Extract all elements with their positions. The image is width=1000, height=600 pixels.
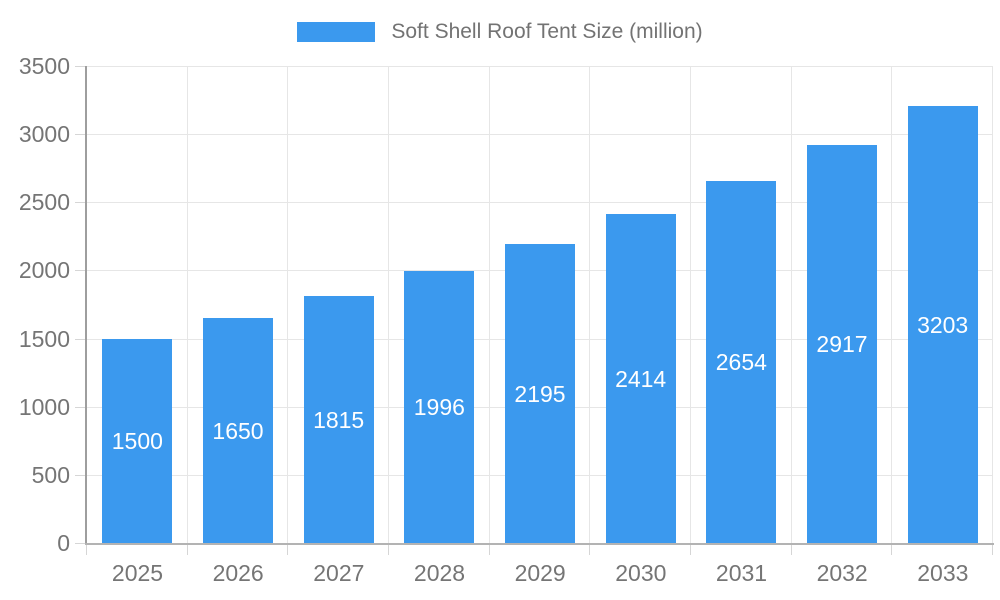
- y-tick-label: 0: [57, 530, 70, 556]
- x-tick-label-2025: 2025: [111, 560, 164, 586]
- bar-value-label: 3203: [917, 311, 969, 338]
- y-tick-mark: [75, 202, 85, 204]
- y-tick-mark: [75, 338, 85, 340]
- y-tick-mark: [75, 270, 85, 272]
- y-tick-mark: [75, 474, 85, 476]
- bar-value-label: 2195: [514, 380, 566, 407]
- bar-2030[interactable]: 2414: [605, 214, 676, 543]
- legend-label: Soft Shell Roof Tent Size (million): [391, 20, 703, 43]
- x-tick-label-2027: 2027: [313, 560, 365, 586]
- x-tick-mark: [186, 545, 188, 555]
- x-tick-mark: [790, 545, 792, 555]
- v-gridline: [186, 66, 188, 543]
- x-tick-mark: [589, 545, 591, 555]
- x-tick-mark: [388, 545, 389, 555]
- y-tick-label: 2500: [18, 189, 70, 216]
- bar-2032[interactable]: 2917: [807, 145, 877, 543]
- x-tick-label-2030: 2030: [615, 560, 667, 586]
- bar-2025[interactable]: 1500: [102, 339, 173, 543]
- y-tick-label: 2000: [18, 257, 70, 284]
- bar-value-label: 1500: [111, 428, 163, 454]
- x-tick-mark: [891, 545, 893, 555]
- bar-value-label: 1650: [212, 417, 264, 444]
- bar-2026[interactable]: 1650: [203, 318, 273, 543]
- x-tick-mark: [690, 545, 691, 555]
- plot-area: 1500 1650 1815 1996 2195 2414 2654 2917 3203: [87, 66, 993, 543]
- bar-2033[interactable]: 3203: [907, 106, 978, 543]
- v-gridline: [287, 66, 289, 543]
- y-tick-mark: [75, 543, 85, 544]
- x-tick-label-2029: 2029: [514, 560, 566, 586]
- bar-value-label: 2917: [816, 331, 868, 357]
- bar-value-label: 2414: [615, 365, 667, 392]
- x-tick-mark: [992, 545, 993, 555]
- v-gridline: [388, 66, 389, 543]
- x-tick-label-2033: 2033: [917, 560, 969, 586]
- y-tick-label: 3000: [18, 121, 70, 148]
- v-gridline: [992, 66, 993, 543]
- bar-value-label: 1996: [413, 394, 465, 420]
- bar-2028[interactable]: 1996: [404, 271, 475, 543]
- legend-swatch-icon: [297, 22, 376, 42]
- x-tick-label-2031: 2031: [715, 560, 768, 586]
- h-gridline: [87, 134, 993, 136]
- v-gridline: [690, 66, 691, 543]
- x-axis-line: [85, 543, 994, 545]
- x-tick-label-2028: 2028: [413, 560, 466, 586]
- bar-2031[interactable]: 2654: [706, 181, 777, 543]
- y-tick-mark: [75, 406, 85, 408]
- bar-2027[interactable]: 1815: [303, 296, 374, 543]
- y-tick-mark: [75, 66, 85, 67]
- v-gridline: [488, 66, 490, 543]
- bar-value-label: 2654: [715, 349, 767, 375]
- y-tick-label: 3500: [18, 53, 70, 79]
- y-tick-label: 1000: [18, 393, 70, 420]
- x-tick-mark: [488, 545, 490, 555]
- h-gridline: [87, 202, 993, 204]
- legend-item[interactable]: Soft Shell Roof Tent Size (million): [297, 20, 703, 44]
- y-axis-line: [85, 66, 87, 545]
- h-gridline: [87, 66, 993, 67]
- x-tick-label-2026: 2026: [212, 560, 264, 586]
- bar-2029[interactable]: 2195: [505, 244, 575, 543]
- y-tick-label: 500: [31, 461, 70, 488]
- y-tick-label: 1500: [18, 325, 70, 352]
- bar-value-label: 1815: [313, 406, 365, 433]
- x-tick-label-2032: 2032: [816, 560, 868, 586]
- x-tick-mark: [287, 545, 289, 555]
- y-tick-mark: [75, 134, 85, 136]
- v-gridline: [891, 66, 893, 543]
- x-tick-mark: [86, 545, 87, 555]
- v-gridline: [790, 66, 792, 543]
- v-gridline: [589, 66, 591, 543]
- chart-legend: Soft Shell Roof Tent Size (million): [0, 20, 1000, 44]
